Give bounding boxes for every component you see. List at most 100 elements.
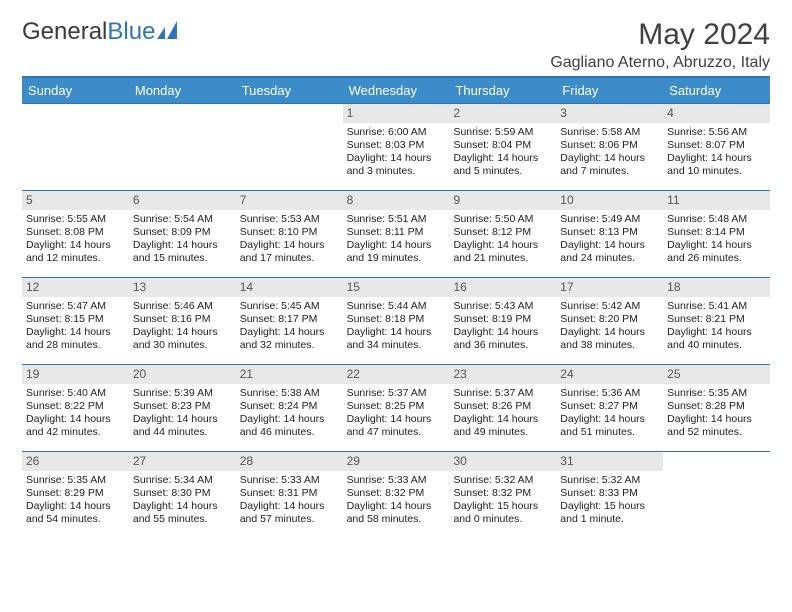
sunset-text: Sunset: 8:32 PM (453, 487, 552, 500)
daylight-text: Daylight: 14 hours and 51 minutes. (560, 413, 659, 439)
daylight-text: Daylight: 14 hours and 30 minutes. (133, 326, 232, 352)
sunset-text: Sunset: 8:26 PM (453, 400, 552, 413)
day-cell: 3Sunrise: 5:58 AMSunset: 8:06 PMDaylight… (556, 104, 663, 190)
day-cell: 21Sunrise: 5:38 AMSunset: 8:24 PMDayligh… (236, 365, 343, 451)
day-number: 22 (343, 365, 450, 384)
day-number: 30 (449, 452, 556, 471)
sunset-text: Sunset: 8:32 PM (347, 487, 446, 500)
day-info: Sunrise: 5:47 AMSunset: 8:15 PMDaylight:… (26, 300, 125, 353)
day-info: Sunrise: 5:54 AMSunset: 8:09 PMDaylight:… (133, 213, 232, 266)
day-info: Sunrise: 5:36 AMSunset: 8:27 PMDaylight:… (560, 387, 659, 440)
sunrise-text: Sunrise: 5:34 AM (133, 474, 232, 487)
month-title: May 2024 (550, 18, 770, 52)
day-info: Sunrise: 5:46 AMSunset: 8:16 PMDaylight:… (133, 300, 232, 353)
day-cell: 7Sunrise: 5:53 AMSunset: 8:10 PMDaylight… (236, 191, 343, 277)
sunrise-text: Sunrise: 5:54 AM (133, 213, 232, 226)
sunset-text: Sunset: 8:31 PM (240, 487, 339, 500)
day-info: Sunrise: 5:56 AMSunset: 8:07 PMDaylight:… (667, 126, 766, 179)
sunrise-text: Sunrise: 5:35 AM (667, 387, 766, 400)
day-info: Sunrise: 5:48 AMSunset: 8:14 PMDaylight:… (667, 213, 766, 266)
day-info: Sunrise: 5:32 AMSunset: 8:33 PMDaylight:… (560, 474, 659, 527)
day-info: Sunrise: 5:42 AMSunset: 8:20 PMDaylight:… (560, 300, 659, 353)
sunrise-text: Sunrise: 5:51 AM (347, 213, 446, 226)
sunset-text: Sunset: 8:20 PM (560, 313, 659, 326)
sunrise-text: Sunrise: 5:48 AM (667, 213, 766, 226)
day-info: Sunrise: 5:44 AMSunset: 8:18 PMDaylight:… (347, 300, 446, 353)
daylight-text: Daylight: 14 hours and 44 minutes. (133, 413, 232, 439)
daylight-text: Daylight: 14 hours and 17 minutes. (240, 239, 339, 265)
week-row: 5Sunrise: 5:55 AMSunset: 8:08 PMDaylight… (22, 190, 770, 277)
day-number: 10 (556, 191, 663, 210)
day-number: 15 (343, 278, 450, 297)
day-cell: 6Sunrise: 5:54 AMSunset: 8:09 PMDaylight… (129, 191, 236, 277)
day-number: 18 (663, 278, 770, 297)
sunset-text: Sunset: 8:15 PM (26, 313, 125, 326)
day-info: Sunrise: 5:39 AMSunset: 8:23 PMDaylight:… (133, 387, 232, 440)
day-cell (22, 104, 129, 190)
sunset-text: Sunset: 8:09 PM (133, 226, 232, 239)
day-info: Sunrise: 5:37 AMSunset: 8:26 PMDaylight:… (453, 387, 552, 440)
day-cell: 17Sunrise: 5:42 AMSunset: 8:20 PMDayligh… (556, 278, 663, 364)
day-info: Sunrise: 5:41 AMSunset: 8:21 PMDaylight:… (667, 300, 766, 353)
day-info: Sunrise: 5:33 AMSunset: 8:32 PMDaylight:… (347, 474, 446, 527)
sunset-text: Sunset: 8:10 PM (240, 226, 339, 239)
sunset-text: Sunset: 8:03 PM (347, 139, 446, 152)
sunset-text: Sunset: 8:22 PM (26, 400, 125, 413)
day-info: Sunrise: 5:51 AMSunset: 8:11 PMDaylight:… (347, 213, 446, 266)
day-cell (129, 104, 236, 190)
sunrise-text: Sunrise: 6:00 AM (347, 126, 446, 139)
sunset-text: Sunset: 8:13 PM (560, 226, 659, 239)
daylight-text: Daylight: 14 hours and 26 minutes. (667, 239, 766, 265)
day-info: Sunrise: 5:33 AMSunset: 8:31 PMDaylight:… (240, 474, 339, 527)
day-cell: 4Sunrise: 5:56 AMSunset: 8:07 PMDaylight… (663, 104, 770, 190)
sunrise-text: Sunrise: 5:37 AM (347, 387, 446, 400)
day-number: 1 (343, 104, 450, 123)
sunrise-text: Sunrise: 5:47 AM (26, 300, 125, 313)
day-number: 28 (236, 452, 343, 471)
day-number: 27 (129, 452, 236, 471)
sunrise-text: Sunrise: 5:33 AM (347, 474, 446, 487)
sunrise-text: Sunrise: 5:49 AM (560, 213, 659, 226)
week-row: 1Sunrise: 6:00 AMSunset: 8:03 PMDaylight… (22, 103, 770, 190)
daylight-text: Daylight: 14 hours and 28 minutes. (26, 326, 125, 352)
sunrise-text: Sunrise: 5:44 AM (347, 300, 446, 313)
daylight-text: Daylight: 14 hours and 32 minutes. (240, 326, 339, 352)
day-cell: 19Sunrise: 5:40 AMSunset: 8:22 PMDayligh… (22, 365, 129, 451)
week-row: 19Sunrise: 5:40 AMSunset: 8:22 PMDayligh… (22, 364, 770, 451)
sunset-text: Sunset: 8:19 PM (453, 313, 552, 326)
daylight-text: Daylight: 14 hours and 40 minutes. (667, 326, 766, 352)
header: GeneralBlue May 2024 Gagliano Aterno, Ab… (22, 18, 770, 72)
sunset-text: Sunset: 8:18 PM (347, 313, 446, 326)
sunrise-text: Sunrise: 5:36 AM (560, 387, 659, 400)
sunset-text: Sunset: 8:17 PM (240, 313, 339, 326)
sunset-text: Sunset: 8:33 PM (560, 487, 659, 500)
day-cell: 20 Sunrise: 5:39 AMSunset: 8:23 PMDayligh… (129, 365, 236, 451)
sunrise-text: Sunrise: 5:45 AM (240, 300, 339, 313)
day-number: 7 (236, 191, 343, 210)
daylight-text: Daylight: 14 hours and 42 minutes. (26, 413, 125, 439)
daylight-text: Daylight: 14 hours and 54 minutes. (26, 500, 125, 526)
day-cell: 23 Sunrise: 5:37 AMSunset: 8:26 PMDayligh… (449, 365, 556, 451)
daylight-text: Daylight: 14 hours and 21 minutes. (453, 239, 552, 265)
sunset-text: Sunset: 8:23 PM (133, 400, 232, 413)
sunset-text: Sunset: 8:12 PM (453, 226, 552, 239)
daylight-text: Daylight: 14 hours and 58 minutes. (347, 500, 446, 526)
day-cell: 28 Sunrise: 5:33 AMSunset: 8:31 PMDayligh… (236, 452, 343, 538)
calendar: SundayMondayTuesdayWednesdayThursdayFrid… (22, 76, 770, 538)
day-info: Sunrise: 5:34 AMSunset: 8:30 PMDaylight:… (133, 474, 232, 527)
sunrise-text: Sunrise: 5:58 AM (560, 126, 659, 139)
day-number: 20 (129, 365, 236, 384)
day-number: 16 (449, 278, 556, 297)
sunrise-text: Sunrise: 5:32 AM (560, 474, 659, 487)
daylight-text: Daylight: 14 hours and 19 minutes. (347, 239, 446, 265)
day-info: Sunrise: 5:35 AMSunset: 8:29 PMDaylight:… (26, 474, 125, 527)
day-cell: 11Sunrise: 5:48 AMSunset: 8:14 PMDayligh… (663, 191, 770, 277)
logo-sail-icon (157, 18, 183, 46)
sunset-text: Sunset: 8:11 PM (347, 226, 446, 239)
day-cell: 22Sunrise: 5:37 AMSunset: 8:25 PMDayligh… (343, 365, 450, 451)
day-cell: 15 Sunrise: 5:44 AMSunset: 8:18 PMDayligh… (343, 278, 450, 364)
sunrise-text: Sunrise: 5:59 AM (453, 126, 552, 139)
logo-text-1: General (22, 18, 107, 46)
day-number: 23 (449, 365, 556, 384)
day-header: Thursday (449, 78, 556, 103)
